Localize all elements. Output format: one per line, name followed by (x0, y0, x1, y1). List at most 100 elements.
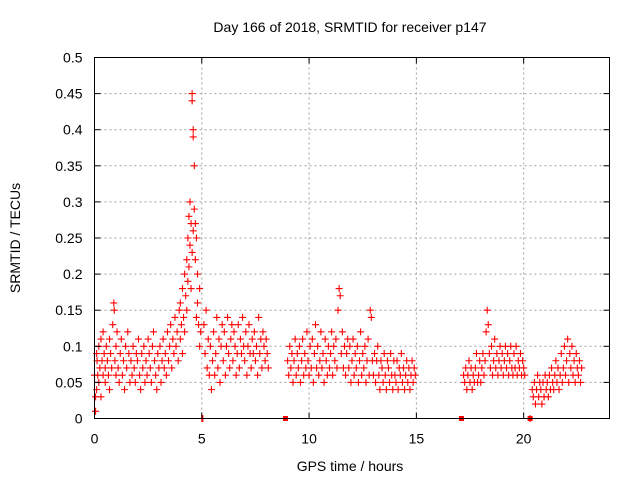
data-point (188, 97, 196, 105)
data-point (231, 342, 239, 350)
data-point (336, 292, 344, 300)
data-point (544, 393, 552, 401)
data-point (347, 378, 355, 386)
data-point (521, 371, 529, 379)
data-point (156, 342, 164, 350)
data-point (372, 378, 380, 386)
data-point (165, 357, 173, 365)
data-point (201, 350, 209, 358)
data-point (371, 350, 379, 358)
data-point (349, 335, 357, 343)
data-point (558, 378, 566, 386)
data-point (289, 378, 297, 386)
data-point (482, 328, 490, 336)
data-point (320, 378, 328, 386)
data-point (465, 357, 473, 365)
data-point (101, 364, 109, 372)
data-point (148, 342, 156, 350)
data-point (345, 364, 353, 372)
data-point (306, 342, 314, 350)
data-point (189, 126, 197, 134)
data-point (213, 313, 221, 321)
data-point (150, 328, 158, 336)
data-point (408, 357, 416, 365)
data-point (139, 364, 147, 372)
data-point (140, 342, 148, 350)
data-point (134, 335, 142, 343)
data-point (245, 321, 253, 329)
y-tick-label: 0.15 (55, 302, 82, 318)
data-point (241, 357, 249, 365)
data-point (379, 378, 387, 386)
data-point (479, 350, 487, 358)
data-point (384, 364, 392, 372)
data-point (228, 321, 236, 329)
data-point (173, 328, 181, 336)
data-point (117, 335, 125, 343)
data-point (221, 371, 229, 379)
data-point (397, 350, 405, 358)
data-point (299, 335, 307, 343)
data-point (115, 378, 123, 386)
data-point (504, 350, 512, 358)
data-point (171, 313, 179, 321)
data-point (381, 371, 389, 379)
data-point (534, 371, 542, 379)
data-point (211, 371, 219, 379)
data-point (194, 270, 201, 278)
data-point (346, 342, 354, 350)
data-point (477, 378, 485, 386)
data-point (350, 371, 358, 379)
data-point (574, 371, 582, 379)
x-tick-label: 0 (91, 431, 99, 447)
data-point (191, 220, 199, 228)
data-point (176, 299, 184, 307)
data-point (383, 357, 391, 365)
data-point (137, 386, 145, 394)
data-point (123, 364, 131, 372)
data-point (478, 364, 486, 372)
data-point (190, 205, 198, 213)
data-point (342, 371, 350, 379)
data-point (100, 350, 108, 358)
data-point (538, 400, 546, 408)
data-point (183, 306, 191, 314)
data-point (181, 328, 189, 336)
data-point (284, 357, 292, 365)
data-point (376, 386, 384, 394)
y-tick-label: 0.35 (55, 158, 82, 174)
data-point (152, 371, 160, 379)
data-point (481, 357, 489, 365)
x-tick-label: 10 (301, 431, 317, 447)
data-point (377, 357, 385, 365)
data-point (563, 357, 571, 365)
data-point (101, 378, 109, 386)
data-point (174, 357, 182, 365)
y-tick-label: 0.1 (63, 338, 83, 354)
data-point (314, 342, 322, 350)
data-point (249, 350, 257, 358)
data-point (116, 350, 124, 358)
data-point (491, 335, 499, 343)
data-point (176, 335, 184, 343)
data-point (166, 342, 174, 350)
data-point (236, 335, 244, 343)
data-point (118, 371, 126, 379)
data-point (387, 350, 395, 358)
data-point (575, 357, 583, 365)
data-point (356, 357, 364, 365)
data-point (186, 198, 194, 206)
data-point (183, 256, 191, 264)
data-point (255, 313, 263, 321)
data-point (129, 342, 137, 350)
data-point (109, 321, 117, 329)
data-point (562, 371, 570, 379)
data-point (321, 335, 329, 343)
data-point (158, 357, 166, 365)
data-point (151, 357, 159, 365)
data-point (510, 350, 518, 358)
data-point (106, 386, 114, 394)
data-point (194, 299, 201, 307)
data-point (264, 364, 272, 372)
data-point (119, 357, 127, 365)
